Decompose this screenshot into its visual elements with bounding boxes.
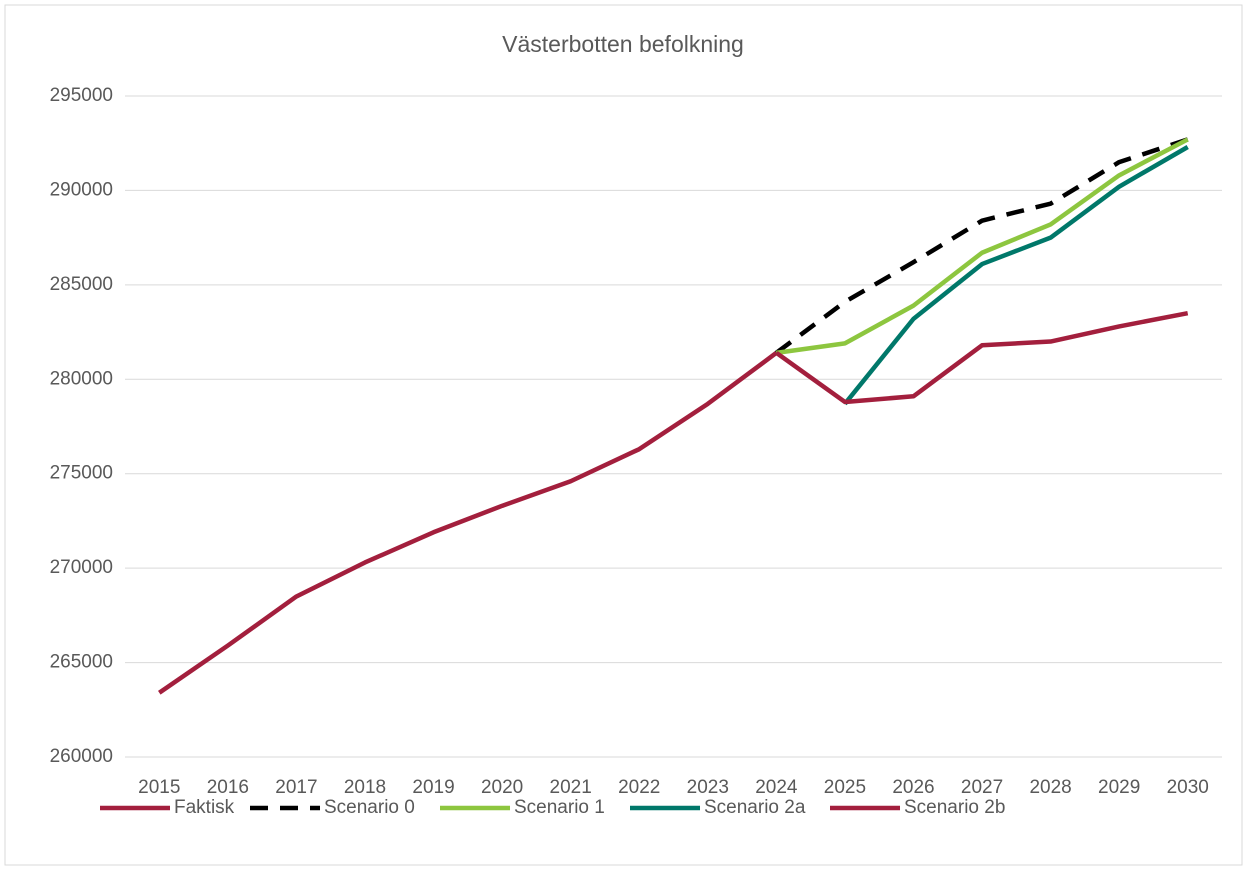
x-tick-label: 2018 xyxy=(344,777,386,798)
x-tick-label: 2017 xyxy=(275,777,317,798)
x-tick-label: 2019 xyxy=(412,777,454,798)
x-tick-label: 2027 xyxy=(961,777,1003,798)
series-line xyxy=(843,145,1189,406)
x-tick-label: 2025 xyxy=(824,777,866,798)
y-tick-label: 290000 xyxy=(50,179,113,200)
x-tick-label: 2022 xyxy=(618,777,660,798)
series-line xyxy=(776,137,1189,356)
chart-title: Västerbotten befolkning xyxy=(502,31,744,57)
legend-label: Scenario 2b xyxy=(904,797,1005,818)
x-tick-label: 2030 xyxy=(1167,777,1209,798)
chart-frame xyxy=(4,4,1243,866)
series-line xyxy=(775,310,1189,405)
legend-label: Faktisk xyxy=(174,797,235,818)
x-tick-label: 2024 xyxy=(755,777,798,798)
legend-label: Scenario 0 xyxy=(324,797,415,818)
y-tick-label: 260000 xyxy=(50,746,113,767)
x-tick-label: 2015 xyxy=(138,777,180,798)
y-tick-label: 270000 xyxy=(50,557,113,578)
y-tick-label: 285000 xyxy=(50,274,113,295)
y-tick-label: 275000 xyxy=(50,463,113,484)
legend-label: Scenario 1 xyxy=(514,797,605,818)
series-line xyxy=(775,137,1189,355)
y-tick-label: 280000 xyxy=(50,368,113,389)
y-tick-label: 295000 xyxy=(50,85,113,106)
y-tick-label: 265000 xyxy=(50,652,113,673)
series-line xyxy=(158,351,778,695)
legend-label: Scenario 2a xyxy=(704,797,806,818)
x-tick-label: 2016 xyxy=(207,777,249,798)
x-tick-label: 2028 xyxy=(1029,777,1071,798)
x-tick-label: 2029 xyxy=(1098,777,1140,798)
x-tick-label: 2023 xyxy=(687,777,729,798)
x-tick-label: 2021 xyxy=(550,777,592,798)
x-tick-label: 2026 xyxy=(892,777,934,798)
x-tick-label: 2020 xyxy=(481,777,523,798)
